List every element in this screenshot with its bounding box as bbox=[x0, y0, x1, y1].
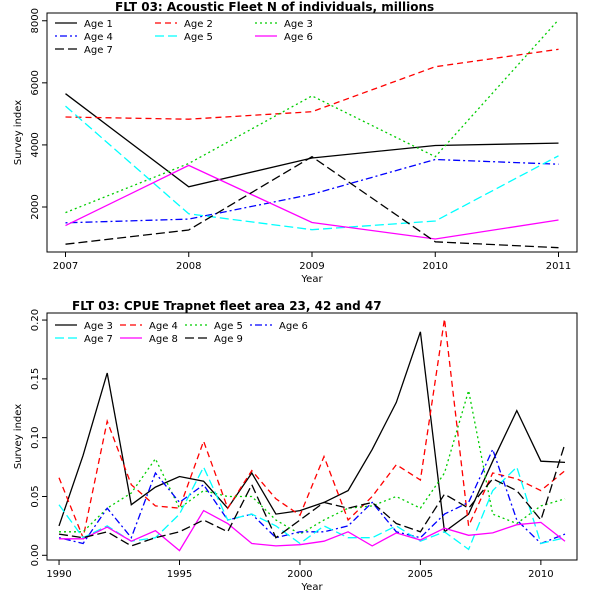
series-line-age-6 bbox=[65, 164, 559, 240]
x-tick-label: 2005 bbox=[408, 569, 433, 580]
legend-label: Age 5 bbox=[184, 32, 213, 43]
chart-title: FLT 03: CPUE Trapnet fleet area 23, 42 a… bbox=[72, 299, 382, 313]
series-line-age-5 bbox=[65, 105, 559, 231]
series-line-age-7 bbox=[58, 465, 566, 551]
y-tick-label: 0.05 bbox=[30, 485, 41, 507]
x-tick-label: 1990 bbox=[46, 569, 71, 580]
y-tick-label: 0.00 bbox=[30, 544, 41, 566]
y-tick-label: 8000 bbox=[30, 8, 41, 33]
x-axis-label: Year bbox=[300, 274, 323, 285]
series-line-age-3 bbox=[65, 19, 559, 214]
legend-label: Age 9 bbox=[214, 334, 243, 345]
x-tick-label: 2010 bbox=[528, 569, 553, 580]
plot-frame bbox=[46, 312, 578, 561]
legend-label: Age 6 bbox=[279, 321, 308, 332]
y-tick-label: 0.10 bbox=[30, 427, 41, 449]
plot-frame bbox=[46, 12, 578, 253]
legend-label: Age 8 bbox=[149, 334, 178, 345]
y-axis-label: Survey index bbox=[13, 100, 24, 165]
legend-label: Age 3 bbox=[84, 321, 113, 332]
series-line-age-9 bbox=[58, 443, 566, 547]
x-tick-label: 2009 bbox=[299, 261, 324, 272]
series-line-age-3 bbox=[58, 331, 566, 533]
legend-label: Age 2 bbox=[184, 19, 213, 30]
x-tick-label: 2011 bbox=[546, 261, 571, 272]
legend-label: Age 5 bbox=[214, 321, 243, 332]
x-tick-label: 2000 bbox=[287, 569, 312, 580]
series-line-age-7 bbox=[65, 155, 559, 249]
legend-label: Age 3 bbox=[284, 19, 313, 30]
series-line-age-1 bbox=[65, 93, 559, 188]
x-axis-label: Year bbox=[300, 582, 323, 593]
chart-2: FLT 03: CPUE Trapnet fleet area 23, 42 a… bbox=[13, 299, 578, 593]
y-tick-label: 2000 bbox=[30, 194, 41, 219]
series-line-age-6 bbox=[58, 447, 566, 545]
legend-label: Age 4 bbox=[84, 32, 113, 43]
y-axis-label: Survey index bbox=[13, 404, 24, 469]
x-tick-label: 2008 bbox=[176, 261, 201, 272]
y-tick-label: 4000 bbox=[30, 132, 41, 157]
x-tick-label: 2010 bbox=[423, 261, 448, 272]
y-tick-label: 0.15 bbox=[30, 368, 41, 390]
x-tick-label: 2007 bbox=[53, 261, 78, 272]
chart-title: FLT 03: Acoustic Fleet N of individuals,… bbox=[115, 0, 434, 14]
series-line-age-4 bbox=[65, 158, 559, 224]
series-line-age-4 bbox=[58, 318, 566, 540]
series-line-age-5 bbox=[59, 390, 566, 535]
legend-label: Age 7 bbox=[84, 334, 113, 345]
legend-label: Age 6 bbox=[284, 32, 313, 43]
y-tick-label: 6000 bbox=[30, 70, 41, 95]
y-tick-label: 0.20 bbox=[30, 309, 41, 331]
series-line-age-2 bbox=[65, 48, 559, 120]
legend-label: Age 4 bbox=[149, 321, 178, 332]
legend-label: Age 1 bbox=[84, 19, 113, 30]
chart-1: FLT 03: Acoustic Fleet N of individuals,… bbox=[13, 0, 578, 285]
x-tick-label: 1995 bbox=[167, 569, 192, 580]
series-line-age-8 bbox=[59, 509, 566, 552]
legend-label: Age 7 bbox=[84, 45, 113, 56]
